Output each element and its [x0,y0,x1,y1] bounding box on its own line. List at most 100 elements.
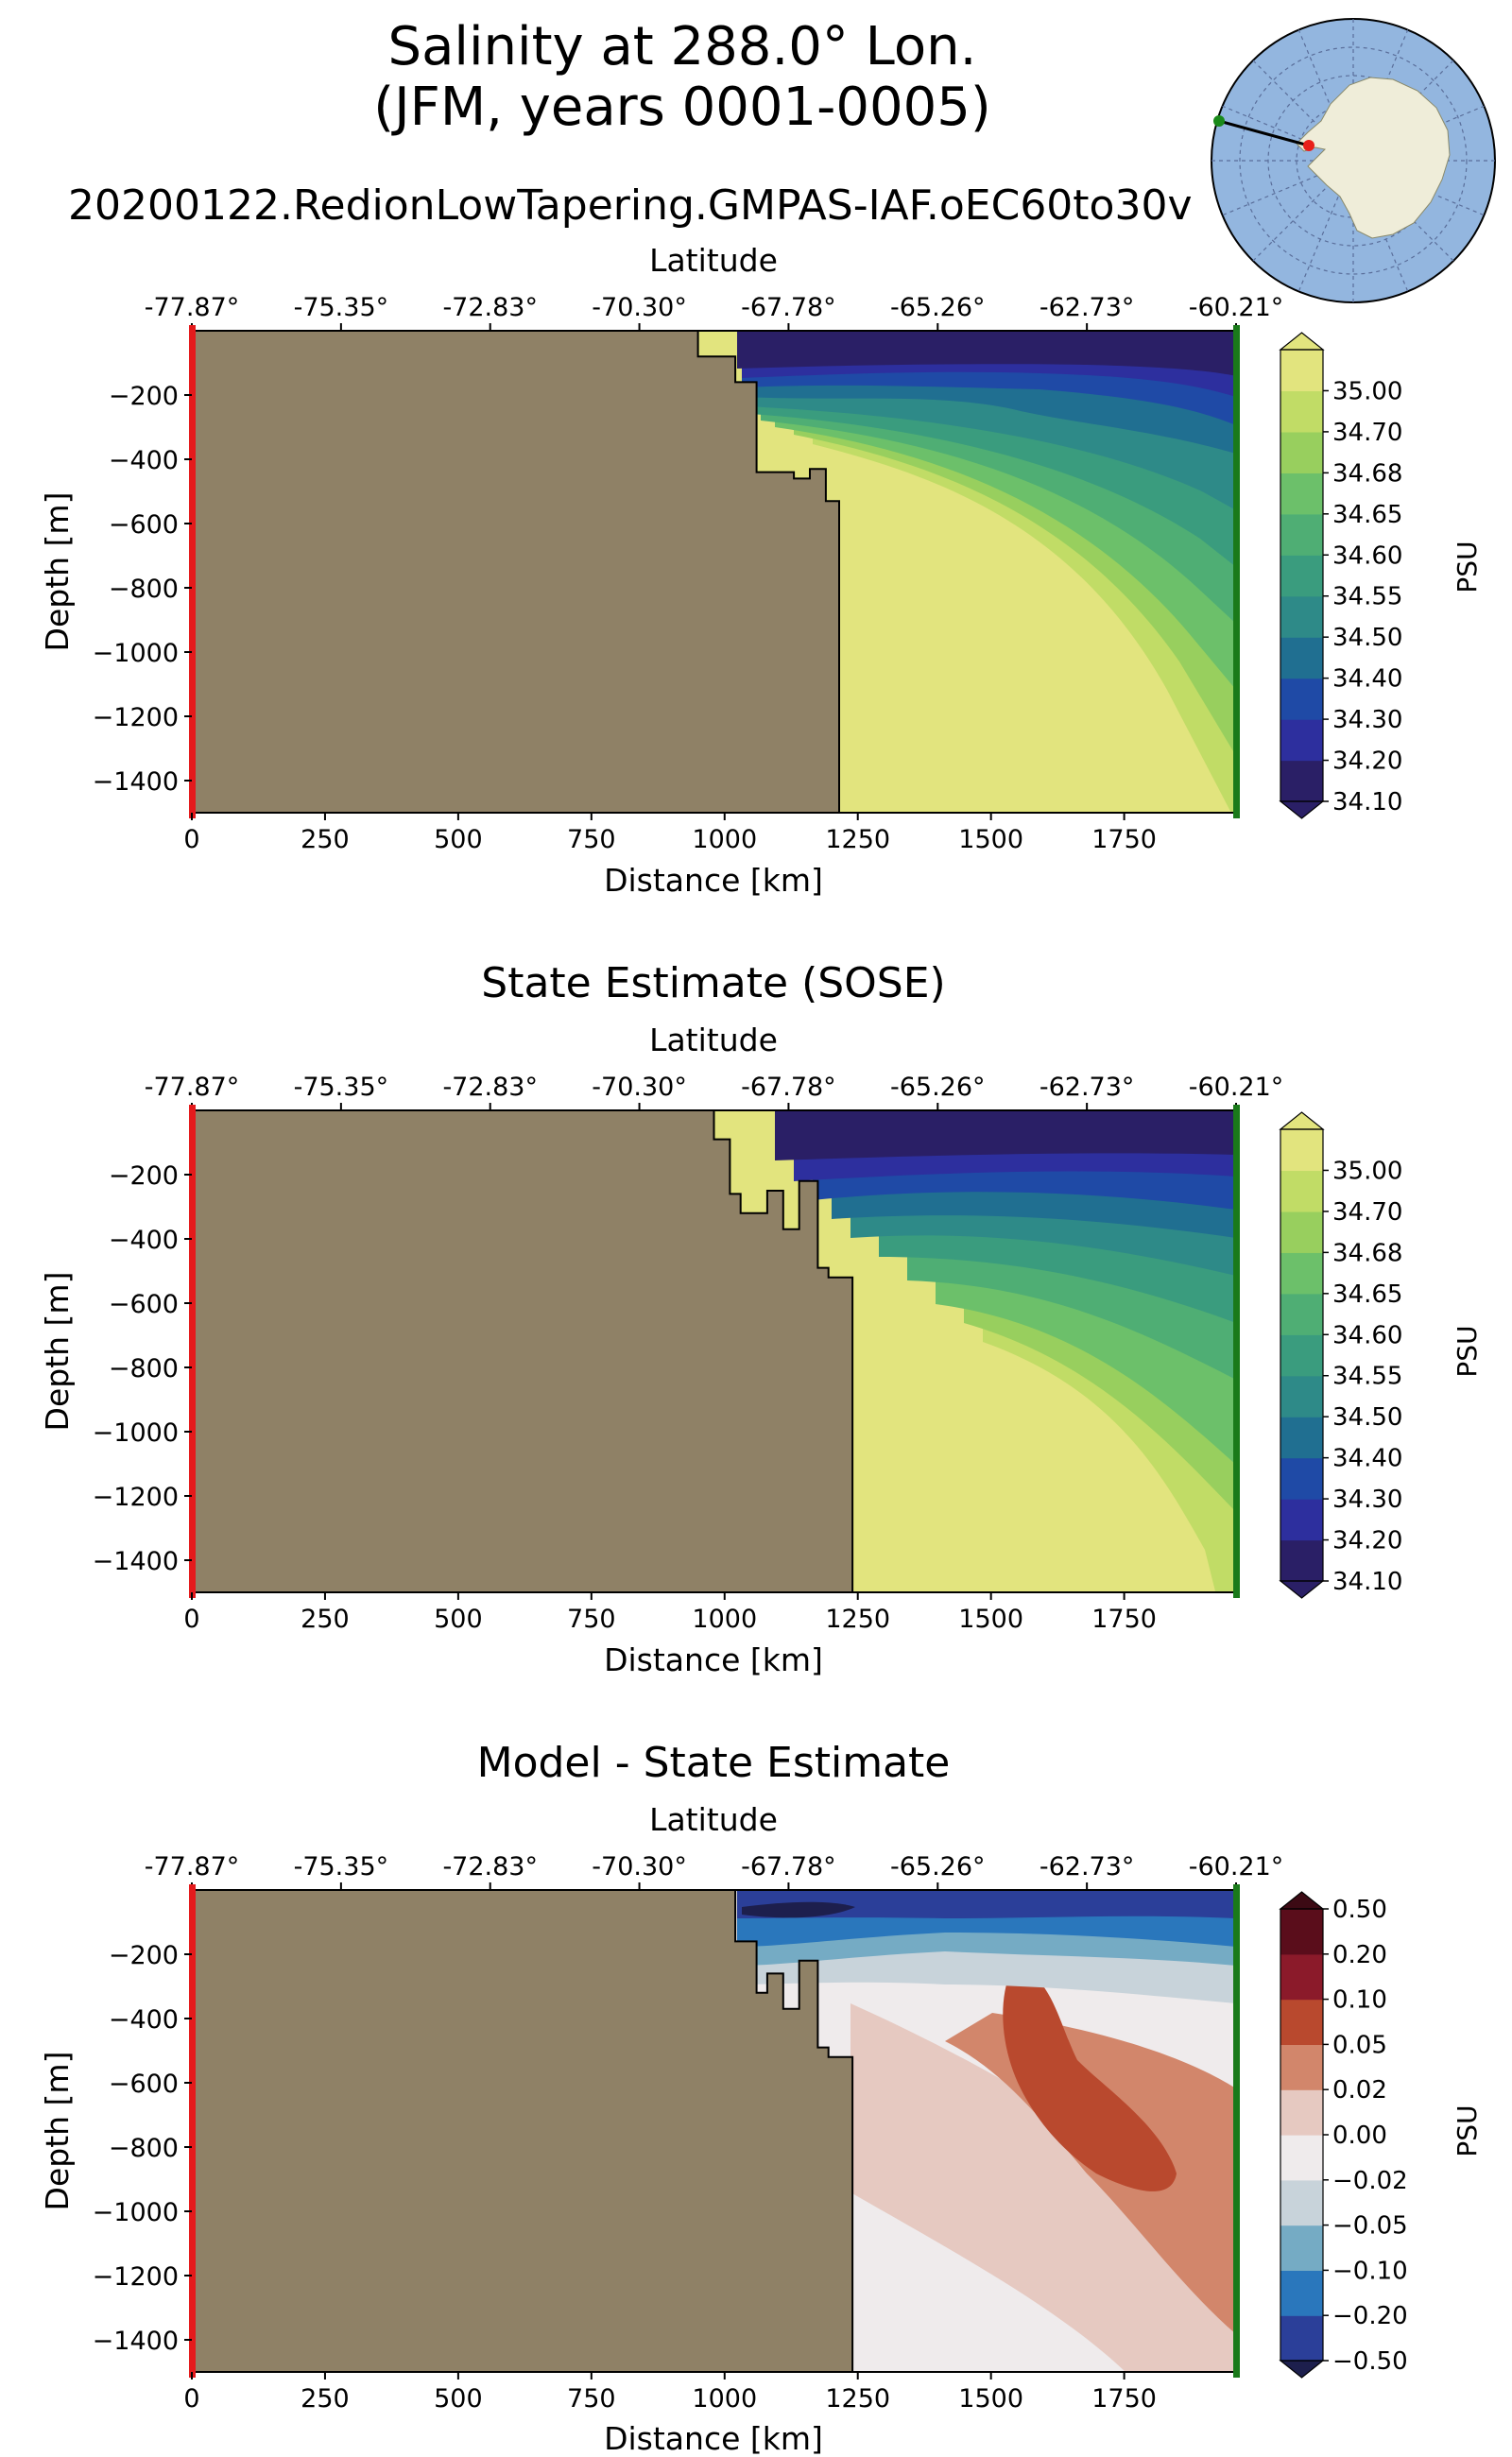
distance-tick-label: 500 [434,825,483,854]
section-end-marker [1233,1884,1240,2378]
distance-tick-label: 750 [567,2384,616,2414]
colorbar-tick-label: 34.65 [1332,1280,1402,1309]
transect-end-point [1303,140,1314,151]
depth-tick-label: −200 [109,382,179,411]
colorbar-extend-low [1279,2360,1325,2379]
colorbar-segment [1280,1334,1323,1377]
colorbar-tick-label: 34.50 [1332,1403,1402,1432]
section-end-marker [1233,325,1240,818]
panel-difference: Model - State Estimate Latitude -77.87° -… [39,1739,1483,2457]
distance-tick-label: 500 [434,2384,483,2414]
depth-tick-label: −200 [109,1941,179,1970]
latitude-tick-label: -62.73° [1040,293,1135,322]
colorbar-segment [1280,1417,1323,1459]
panel-difference-distance-ticks: 0 250 500 750 1000 1250 1500 1750 [183,2372,1157,2414]
latitude-tick-label: -70.30° [592,1852,687,1881]
latitude-tick-label: -60.21° [1189,293,1284,322]
panel-sose: State Estimate (SOSE) Latitude -77.87° -7… [39,959,1483,1678]
latitude-tick-label: -75.35° [294,1073,389,1102]
panel-sose-ylabel: Depth [m] [39,1272,76,1432]
colorbar-extend-low [1279,800,1325,819]
colorbar-segment [1280,1909,1323,1955]
panel-sose-latitude-ticks: -77.87° -75.35° -72.83° -70.30° -67.78° -65.2… [145,1073,1283,1110]
depth-tick-label: −1200 [93,2262,179,2292]
colorbar-tick-label: 0.10 [1332,1986,1387,2015]
colorbar-extend-high [1279,332,1325,351]
colorbar-segment [1280,2135,1323,2181]
latitude-tick-label: -65.26° [890,293,986,322]
distance-tick-label: 1500 [958,1605,1023,1634]
inset-map [1211,18,1496,303]
colorbar-segment [1280,2179,1323,2226]
colorbar-tick-label: −0.05 [1332,2212,1408,2241]
colorbar-tick-label: 34.60 [1332,1321,1402,1349]
latitude-tick-label: -65.26° [890,1073,986,1102]
colorbar-tick-label: 34.55 [1332,583,1402,611]
distance-tick-label: 1500 [958,825,1023,854]
latitude-tick-label: -75.35° [294,293,389,322]
colorbar-segment [1280,1539,1323,1582]
colorbar-segment [1280,637,1323,679]
field-layer [1003,1969,1177,2191]
colorbar-frame [1280,349,1324,802]
colorbar-tick-label: −0.10 [1332,2257,1408,2285]
panel-difference-depth-ticks: −200 −400 −600 −800 −1000 −1200 −1400 [93,1941,192,2356]
distance-tick-label: 1750 [1091,2384,1157,2414]
colorbar-tick-label: −0.50 [1332,2347,1408,2376]
colorbar-segment [1280,2270,1323,2316]
distance-tick-label: 0 [183,825,199,854]
colorbar-tick-label: −0.02 [1332,2167,1408,2195]
colorbar-tick-label: 35.00 [1332,1157,1402,1185]
colorbar-extend-low [1279,1580,1325,1599]
latitude-tick-label: -67.78° [741,1073,836,1102]
colorbar-segment [1280,2315,1323,2362]
panel-difference-ylabel: Depth [m] [39,2052,76,2211]
latitude-tick-label: -72.83° [442,293,538,322]
colorbar-tick-label: 35.00 [1332,377,1402,405]
colorbar-segment [1280,1953,1323,2001]
panel-model-latitude-label: Latitude [649,242,778,279]
colorbar-segment [1280,719,1323,762]
colorbar-tick-label: 0.20 [1332,1941,1387,1969]
colorbar-tick-label: 34.30 [1332,1486,1402,1514]
colorbar-tick-label: 34.40 [1332,665,1402,694]
panel-model-contours [192,331,1236,813]
latitude-tick-label: -62.73° [1040,1852,1135,1881]
depth-tick-label: −600 [109,2070,179,2099]
colorbar-tick-label: 0.50 [1332,1896,1387,1924]
depth-tick-label: −800 [109,575,179,604]
colorbar-tick-label: 34.40 [1332,1445,1402,1473]
colorbar-tick-label: 0.00 [1332,2122,1387,2150]
antarctica-landmass [1296,77,1451,239]
depth-tick-label: −400 [109,1226,179,1255]
distance-tick-label: 1250 [825,825,890,854]
colorbar-tick-label: 34.20 [1332,1527,1402,1555]
latitude-tick-label: -65.26° [890,1852,986,1881]
colorbar-segment [1280,2044,1323,2090]
colorbar-segment [1280,678,1323,720]
colorbar-segment [1280,513,1323,556]
colorbar-tick-label: 34.65 [1332,501,1402,529]
depth-tick-label: −400 [109,446,179,475]
colorbar-tick-label: 34.70 [1332,419,1402,447]
depth-tick-label: −1200 [93,1483,179,1512]
bathymetry-landmass [192,1110,854,1592]
colorbar-segment [1280,472,1323,515]
figure-title-line1: Salinity at 288.0° Lon. [388,16,977,77]
colorbar-segment [1280,760,1323,802]
colorbar-segment [1280,595,1323,638]
distance-tick-label: 500 [434,1605,483,1634]
panel-sose-xlabel: Distance [km] [604,1641,823,1678]
colorbar-tick-label: 34.68 [1332,459,1402,488]
latitude-tick-label: -70.30° [592,1073,687,1102]
latitude-tick-label: -67.78° [741,293,836,322]
distance-tick-label: 1500 [958,2384,1023,2414]
colorbar-tick-label: −0.20 [1332,2302,1408,2330]
distance-tick-label: 1750 [1091,825,1157,854]
section-start-marker [189,1884,196,2378]
panel-model-colorbar: 34.10 34.20 34.30 34.40 34.50 34.55 34.60 34.65… [1279,332,1402,819]
colorbar-frame [1280,1128,1324,1582]
panel-sose-depth-ticks: −200 −400 −600 −800 −1000 −1200 −1400 [93,1161,192,1576]
field-layer [775,1110,1236,1160]
